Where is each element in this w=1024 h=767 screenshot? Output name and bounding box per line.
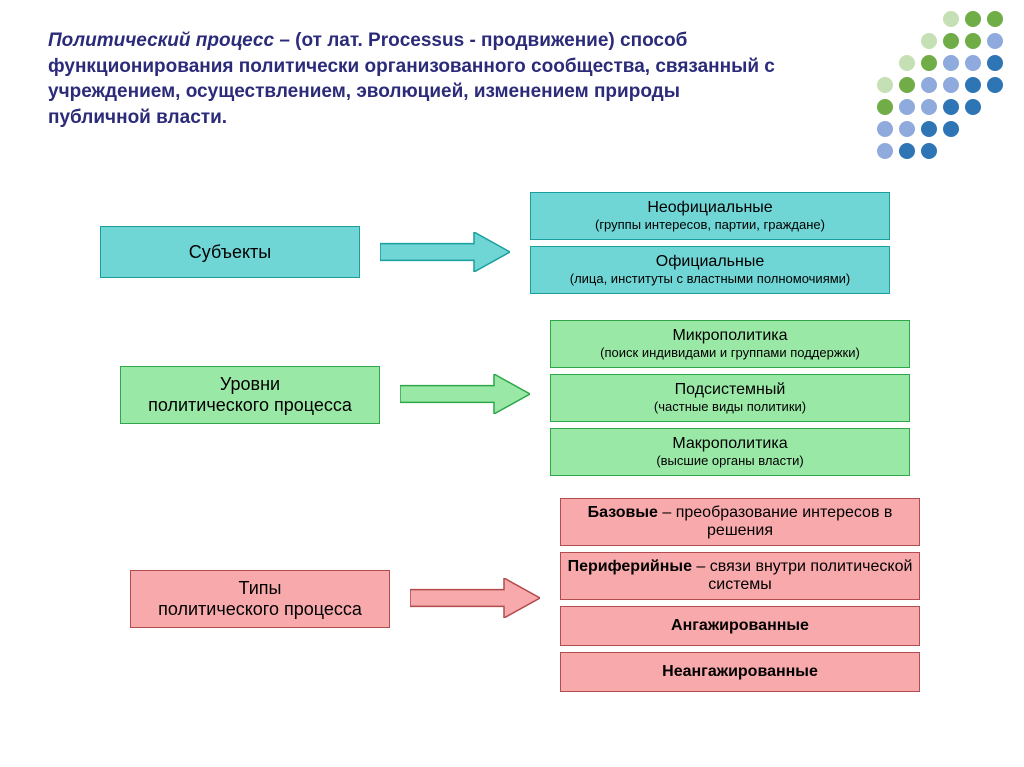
decorative-dot [943,99,959,115]
box-subtitle: (поиск индивидами и группами поддержки) [555,346,905,361]
types-category: Типыполитического процесса [130,570,390,628]
decorative-dot [943,77,959,93]
decorative-dot [877,77,893,93]
box-title: Макрополитика [555,435,905,453]
box-line1: Уровни [121,374,379,395]
subjects-item: Официальные(лица, институты с властными … [530,246,890,294]
decorative-dot [899,55,915,71]
decorative-dot [877,121,893,137]
box-title: Неофициальные [535,199,885,217]
box-title: Базовые – преобразование интересов в реш… [565,504,915,541]
decorative-dot [987,55,1003,71]
box-title: Микрополитика [555,327,905,345]
decorative-dot [943,121,959,137]
decorative-dot [877,99,893,115]
decorative-dot [987,33,1003,49]
subjects-item: Неофициальные(группы интересов, партии, … [530,192,890,240]
decorative-dot [965,11,981,27]
subjects-category: Субъекты [100,226,360,278]
decorative-dot [965,77,981,93]
decorative-dot [899,143,915,159]
decorative-dot [899,121,915,137]
decorative-dot [877,143,893,159]
box-title: Периферийные – связи внутри политической… [565,558,915,595]
box-subtitle: (частные виды политики) [555,400,905,415]
box-subtitle: (группы интересов, партии, граждане) [535,218,885,233]
decorative-dot [943,11,959,27]
box-title: Подсистемный [555,381,905,399]
box-line2: политического процесса [121,395,379,416]
decorative-dot [965,99,981,115]
decorative-dot [921,33,937,49]
box-title: Официальные [535,253,885,271]
arrow-icon [380,232,510,272]
header-text: Политический процесс – (от лат. Processu… [48,28,788,131]
arrow-icon [410,578,540,618]
decorative-dot [943,33,959,49]
types-item: Ангажированные [560,606,920,646]
decorative-dot [899,77,915,93]
decorative-dot [921,143,937,159]
decorative-dot [987,11,1003,27]
decorative-dot [921,121,937,137]
decorative-dot [943,55,959,71]
corner-dots [874,8,1006,162]
levels-item: Макрополитика(высшие органы власти) [550,428,910,476]
box-line2: политического процесса [131,599,389,620]
levels-item: Микрополитика(поиск индивидами и группам… [550,320,910,368]
arrow-icon [400,374,530,414]
decorative-dot [987,77,1003,93]
decorative-dot [921,77,937,93]
header-term: Политический процесс [48,30,274,51]
types-item: Неангажированные [560,652,920,692]
box-subtitle: (высшие органы власти) [555,454,905,469]
box-title: Неангажированные [565,663,915,681]
types-item: Базовые – преобразование интересов в реш… [560,498,920,546]
decorative-dot [921,55,937,71]
box-title: Ангажированные [565,617,915,635]
box-line1: Типы [131,578,389,599]
levels-item: Подсистемный(частные виды политики) [550,374,910,422]
decorative-dot [965,33,981,49]
decorative-dot [921,99,937,115]
types-item: Периферийные – связи внутри политической… [560,552,920,600]
levels-category: Уровниполитического процесса [120,366,380,424]
decorative-dot [899,99,915,115]
decorative-dot [965,55,981,71]
box-line1: Субъекты [101,242,359,263]
box-subtitle: (лица, институты с властными полномочиям… [535,272,885,287]
